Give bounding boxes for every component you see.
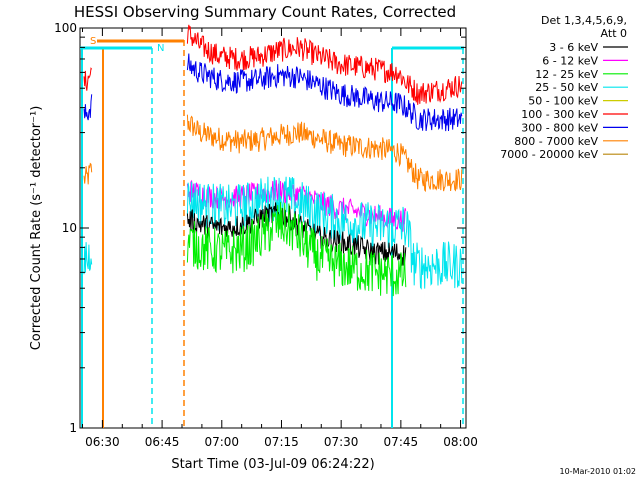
x-tick-label: 07:45 bbox=[384, 435, 419, 449]
series-line bbox=[186, 202, 407, 297]
legend-header-line-1: Det 1,3,4,5,6,9, bbox=[541, 14, 627, 27]
annotation-overlay: SN bbox=[80, 36, 464, 428]
legend-label: 300 - 800 keV bbox=[521, 121, 598, 134]
series-line bbox=[186, 24, 463, 105]
y-tick-label: 10 bbox=[62, 221, 77, 235]
series-3-6-kev bbox=[186, 202, 407, 266]
series-line bbox=[186, 202, 407, 266]
legend-label: 7000 - 20000 keV bbox=[500, 148, 598, 161]
x-tick-label: 07:30 bbox=[324, 435, 359, 449]
legend-label: 50 - 100 keV bbox=[528, 95, 598, 108]
series-300-800-kev bbox=[83, 53, 463, 132]
x-tick-label: 07:00 bbox=[204, 435, 239, 449]
series-800-7000-kev bbox=[83, 114, 463, 193]
x-tick-label: 07:15 bbox=[264, 435, 299, 449]
chart-title: HESSI Observing Summary Count Rates, Cor… bbox=[74, 3, 456, 21]
legend-label: 25 - 50 keV bbox=[535, 81, 598, 94]
series-line bbox=[83, 94, 93, 121]
series-line bbox=[186, 114, 463, 193]
x-tick-label: 06:45 bbox=[145, 435, 180, 449]
series-100-300-kev bbox=[83, 24, 463, 105]
flag-label-s: S bbox=[90, 36, 96, 47]
legend-label: 800 - 7000 keV bbox=[514, 135, 598, 148]
series-line bbox=[186, 53, 463, 132]
flag-label-n: N bbox=[157, 43, 164, 54]
x-tick-label: 08:00 bbox=[443, 435, 478, 449]
legend-label: 100 - 300 keV bbox=[521, 108, 598, 121]
series-line bbox=[83, 67, 93, 91]
x-axis-title: Start Time (03-Jul-09 06:24:22) bbox=[171, 457, 374, 472]
axes-layer: 1 10 100 06:30 06:45 07:00 07:15 07:30 07:45 08:0… bbox=[54, 21, 478, 449]
x-tick-label: 06:30 bbox=[85, 435, 120, 449]
series-line bbox=[83, 242, 93, 275]
y-tick-label: 100 bbox=[54, 21, 77, 35]
legend-label: 3 - 6 keV bbox=[549, 41, 598, 54]
legend-header-line-2: Att 0 bbox=[601, 27, 627, 40]
series-12-25-kev bbox=[186, 202, 407, 297]
series-line bbox=[186, 176, 463, 290]
legend-label: 6 - 12 keV bbox=[542, 54, 598, 67]
series-layer bbox=[83, 24, 463, 297]
legend-label: 12 - 25 keV bbox=[535, 68, 598, 81]
date-stamp: 10-Mar-2010 01:02 bbox=[560, 467, 637, 476]
series-25-50-kev bbox=[83, 176, 463, 290]
y-axis-title: Corrected Count Rate (s⁻¹ detector⁻¹) bbox=[29, 106, 44, 351]
series-line bbox=[83, 162, 93, 185]
y-tick-label: 1 bbox=[69, 421, 77, 435]
